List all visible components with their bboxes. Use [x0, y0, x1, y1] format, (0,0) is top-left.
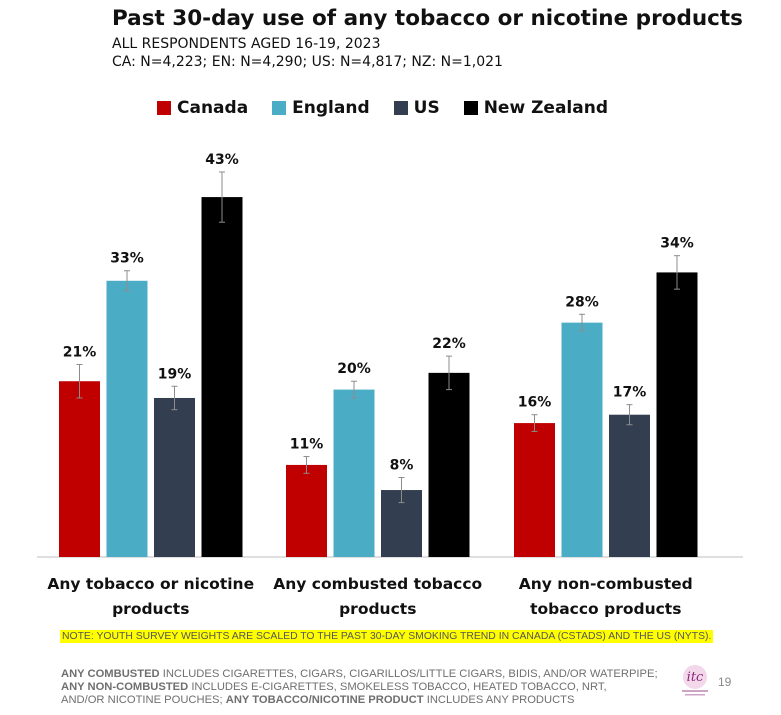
data-label-canada-2: 16%	[518, 395, 552, 411]
data-label-us-0: 19%	[158, 366, 192, 382]
bar-canada-2	[514, 423, 555, 557]
bar-chart: 21% 33% 19% 43% Any tobacco or nicotine produ…	[37, 152, 743, 618]
data-label-us-1: 8%	[390, 457, 414, 473]
data-label-new-zealand-2: 34%	[660, 236, 694, 252]
bar-new-zealand-0	[201, 197, 243, 557]
bar-us-2	[609, 414, 650, 557]
weighting-note: NOTE: YOUTH SURVEY WEIGHTS ARE SCALED TO…	[60, 630, 714, 643]
legend-label-canada: Canada	[177, 98, 249, 118]
legend-swatch-us	[393, 101, 408, 115]
chart-title: Past 30-day use of any tobacco or nicoti…	[112, 6, 743, 31]
data-label-england-1: 20%	[337, 361, 371, 377]
category-label-1-line-0: Any combusted tobacco	[273, 575, 482, 593]
legend-label-new-zealand: New Zealand	[483, 98, 608, 118]
bar-england-1	[333, 389, 375, 557]
data-label-canada-1: 11%	[290, 437, 324, 453]
footnote-line-3: AND/OR NICOTINE POUCHES; ANY TOBACCO/NIC…	[61, 694, 575, 706]
category-label-0-line-0: Any tobacco or nicotine	[47, 575, 254, 593]
data-label-canada-0: 21%	[63, 344, 97, 360]
legend-item-new-zealand: New Zealand	[463, 98, 608, 118]
bar-england-2	[561, 322, 603, 557]
legend-swatch-canada	[157, 101, 171, 115]
svg-text:itc: itc	[687, 670, 704, 685]
bar-canada-0	[59, 381, 100, 557]
category-label-2-line-1: tobacco products	[530, 600, 681, 618]
legend-swatch-england	[272, 101, 287, 115]
footnote-line-1: ANY COMBUSTED INCLUDES CIGARETTES, CIGAR…	[61, 668, 658, 680]
category-label-1-line-1: products	[339, 600, 416, 618]
category-label-0-line-1: products	[112, 600, 189, 618]
subtitle-line-1: ALL RESPONDENTS AGED 16-19, 2023	[112, 36, 381, 52]
data-label-new-zealand-0: 43%	[205, 152, 239, 168]
bar-us-0	[154, 397, 195, 557]
legend-item-us: US	[393, 98, 440, 118]
subtitle-line-2: CA: N=4,223; EN: N=4,290; US: N=4,817; N…	[112, 54, 503, 70]
chart-legend: Canada England US New Zealand	[157, 98, 632, 118]
itc-logo-icon: itc	[682, 665, 708, 696]
legend-swatch-new-zealand	[463, 101, 478, 115]
page-number: 19	[718, 675, 732, 689]
data-label-us-2: 17%	[613, 385, 647, 401]
bar-canada-1	[286, 464, 327, 557]
legend-label-us: US	[413, 98, 440, 118]
definitions-footnote: ANY COMBUSTED INCLUDES CIGARETTES, CIGAR…	[61, 668, 671, 707]
chart-subtitle: ALL RESPONDENTS AGED 16-19, 2023 CA: N=4…	[112, 35, 503, 71]
category-label-2-line-0: Any non-combusted	[519, 575, 693, 593]
footnote-line-2: ANY NON-COMBUSTED INCLUDES E-CIGARETTES,…	[61, 681, 607, 693]
bar-new-zealand-2	[656, 272, 698, 557]
bar-england-0	[106, 280, 148, 557]
data-label-england-0: 33%	[110, 251, 144, 267]
legend-label-england: England	[292, 98, 370, 118]
legend-item-england: England	[272, 98, 370, 118]
data-label-new-zealand-1: 22%	[432, 336, 466, 352]
legend-item-canada: Canada	[157, 98, 248, 118]
bar-new-zealand-1	[428, 372, 470, 557]
data-label-england-2: 28%	[565, 294, 599, 310]
